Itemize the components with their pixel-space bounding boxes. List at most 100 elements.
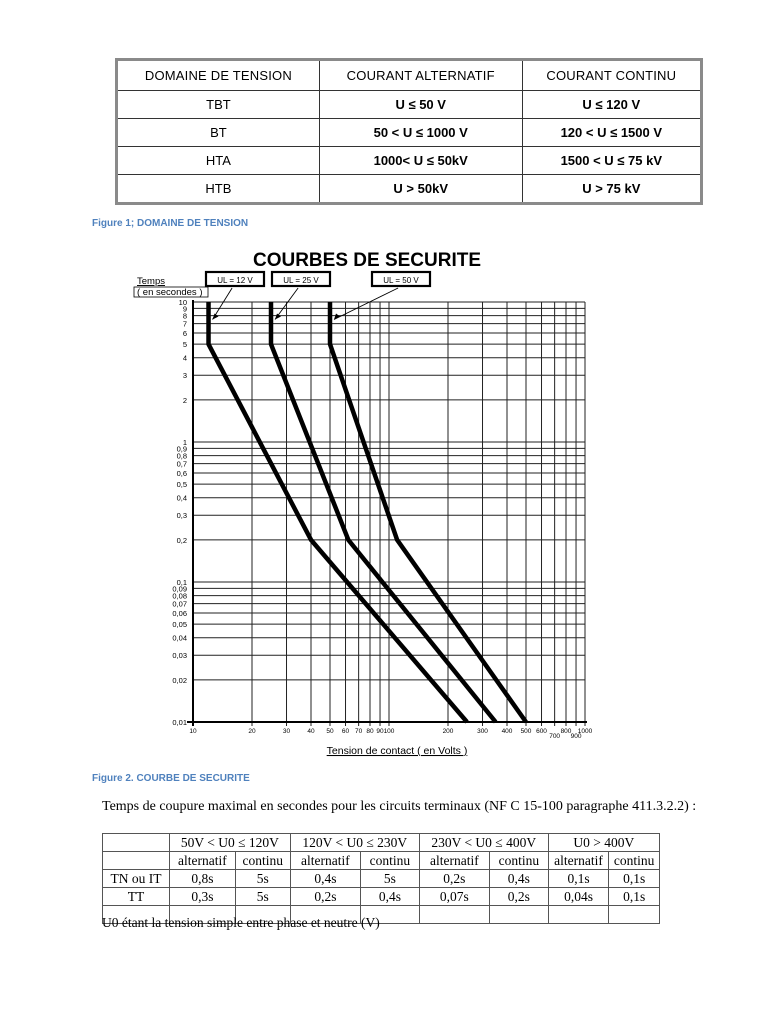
y-axis-label-line2: ( en secondes ) <box>137 287 202 298</box>
chart-curves <box>206 302 528 724</box>
svg-text:300: 300 <box>477 728 488 735</box>
svg-text:0,09: 0,09 <box>172 584 187 593</box>
svg-text:0,01: 0,01 <box>172 718 187 727</box>
svg-text:0,03: 0,03 <box>172 651 187 660</box>
svg-text:400: 400 <box>502 728 513 735</box>
subheader: alternatif <box>418 851 491 870</box>
figure2-caption: Figure 2. COURBE DE SECURITE <box>92 773 250 784</box>
table-header-row: DOMAINE DE TENSION COURANT ALTERNATIF CO… <box>116 59 703 91</box>
value-cell: 0,2s <box>289 887 362 906</box>
svg-text:0,4: 0,4 <box>177 494 187 503</box>
figure1-caption: Figure 1; DOMAINE DE TENSION <box>92 218 249 229</box>
svg-text:9: 9 <box>183 304 187 313</box>
empty-cell <box>102 851 170 870</box>
svg-text:900: 900 <box>571 733 582 740</box>
subheader: continu <box>360 851 420 870</box>
table2-intro: Temps de coupure maximal en secondes pou… <box>102 799 697 814</box>
domain-cell: HTB <box>116 174 320 204</box>
value-cell: 5s <box>234 869 291 888</box>
svg-text:7: 7 <box>183 320 187 329</box>
group-header: 230V < U0 ≤ 400V <box>418 833 549 852</box>
value-cell: 0,1s <box>608 869 660 888</box>
svg-text:0,02: 0,02 <box>172 676 187 685</box>
value-cell: 0,1s <box>547 869 610 888</box>
value-cell: 0,4s <box>289 869 362 888</box>
subheader: continu <box>608 851 660 870</box>
table-row: TN ou IT 0,8s 5s 0,4s 5s 0,2s 0,4s 0,1s … <box>102 869 660 888</box>
svg-text:UL = 25 V: UL = 25 V <box>283 276 319 285</box>
svg-text:0,7: 0,7 <box>177 460 187 469</box>
svg-text:500: 500 <box>521 728 532 735</box>
svg-text:50: 50 <box>326 728 334 735</box>
group-header-row: 50V < U0 ≤ 120V 120V < U0 ≤ 230V 230V < … <box>102 833 661 852</box>
svg-text:0,1: 0,1 <box>177 578 187 587</box>
curve-labels: UL = 12 V UL = 25 V UL = 50 V <box>204 270 432 320</box>
dc-cell: U > 75 kV <box>521 174 703 204</box>
svg-text:3: 3 <box>183 371 187 380</box>
value-cell: 0,4s <box>489 869 549 888</box>
svg-text:100: 100 <box>384 728 395 735</box>
value-cell: 0,8s <box>169 869 236 888</box>
value-cell: 5s <box>234 887 291 906</box>
group-header: U0 > 400V <box>547 833 661 852</box>
value-cell: 0,2s <box>489 887 549 906</box>
ac-cell: U > 50kV <box>318 174 523 204</box>
svg-text:30: 30 <box>283 728 291 735</box>
svg-text:5: 5 <box>183 340 187 349</box>
svg-text:0,5: 0,5 <box>177 480 187 489</box>
empty-row <box>102 905 660 924</box>
safety-curves-chart: COURBES DE SECURITE Temps ( en secondes … <box>133 250 593 757</box>
cutoff-time-table: 50V < U0 ≤ 120V 120V < U0 ≤ 230V 230V < … <box>102 833 661 924</box>
value-cell: 0,1s <box>608 887 660 906</box>
svg-text:UL = 50 V: UL = 50 V <box>383 276 419 285</box>
row-label: TN ou IT <box>102 869 170 888</box>
svg-text:60: 60 <box>342 728 350 735</box>
svg-text:0,07: 0,07 <box>172 600 187 609</box>
subheader: alternatif <box>547 851 610 870</box>
table-row: HTB U > 50kV U > 75 kV <box>116 174 703 204</box>
chart-title: COURBES DE SECURITE <box>253 250 481 271</box>
svg-text:70: 70 <box>355 728 363 735</box>
svg-text:0,9: 0,9 <box>177 444 187 453</box>
svg-text:0,8: 0,8 <box>177 452 187 461</box>
table-row: BT 50 < U ≤ 1000 V 120 < U ≤ 1500 V <box>116 118 703 147</box>
svg-text:10: 10 <box>189 728 197 735</box>
value-cell: 5s <box>360 869 420 888</box>
svg-text:0,2: 0,2 <box>177 536 187 545</box>
group-header: 50V < U0 ≤ 120V <box>169 833 291 852</box>
chart-grid <box>187 300 587 726</box>
subheader: continu <box>234 851 291 870</box>
header-cell: COURANT ALTERNATIF <box>318 59 523 91</box>
svg-text:0,3: 0,3 <box>177 511 187 520</box>
svg-text:6: 6 <box>183 329 187 338</box>
svg-text:1: 1 <box>183 438 187 447</box>
svg-text:0,08: 0,08 <box>172 592 187 601</box>
table-row: TBT U ≤ 50 V U ≤ 120 V <box>116 90 703 119</box>
subheader-row: alternatif continu alternatif continu al… <box>102 851 660 870</box>
value-cell: 0,04s <box>547 887 610 906</box>
svg-text:0,04: 0,04 <box>172 634 187 643</box>
svg-text:90: 90 <box>376 728 384 735</box>
value-cell: 0,07s <box>418 887 491 906</box>
svg-text:10: 10 <box>179 298 187 307</box>
header-cell: COURANT CONTINU <box>521 59 703 91</box>
svg-text:0,6: 0,6 <box>177 469 187 478</box>
dc-cell: 120 < U ≤ 1500 V <box>521 118 703 147</box>
subheader: continu <box>489 851 549 870</box>
y-axis-label-line1: Temps <box>137 276 165 287</box>
voltage-domain-table: DOMAINE DE TENSION COURANT ALTERNATIF CO… <box>115 58 703 205</box>
x-axis-label: Tension de contact ( en Volts ) <box>327 745 468 757</box>
subheader: alternatif <box>169 851 236 870</box>
svg-text:600: 600 <box>536 728 547 735</box>
value-cell: 0,2s <box>418 869 491 888</box>
svg-text:0,06: 0,06 <box>172 609 187 618</box>
svg-text:8: 8 <box>183 312 187 321</box>
svg-text:1000: 1000 <box>578 728 593 735</box>
value-cell: 0,3s <box>169 887 236 906</box>
svg-text:700: 700 <box>549 733 560 740</box>
svg-text:0,05: 0,05 <box>172 620 187 629</box>
svg-text:40: 40 <box>307 728 315 735</box>
table-row: TT 0,3s 5s 0,2s 0,4s 0,07s 0,2s 0,04s 0,… <box>102 887 660 906</box>
value-cell: 0,4s <box>360 887 420 906</box>
group-header: 120V < U0 ≤ 230V <box>289 833 420 852</box>
